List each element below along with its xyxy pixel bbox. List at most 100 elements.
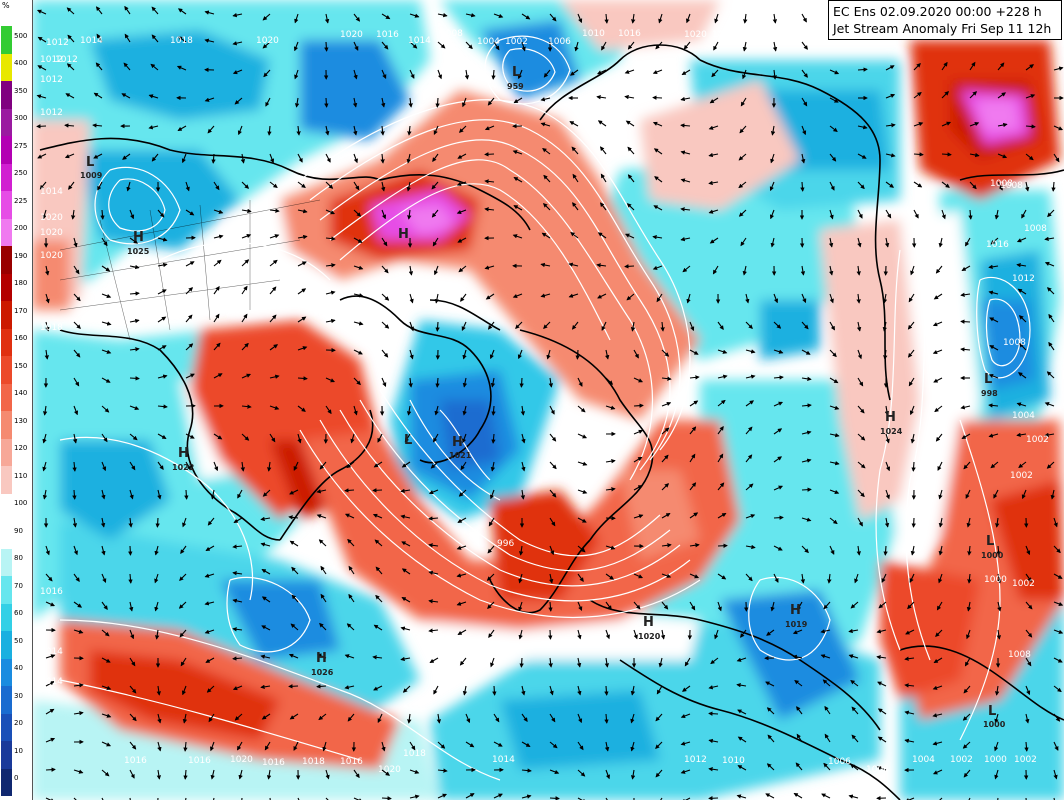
wind-arrow — [714, 13, 719, 24]
wind-arrow — [297, 261, 307, 267]
wind-arrow — [969, 91, 978, 99]
wind-arrow — [320, 593, 327, 603]
wind-arrow — [713, 41, 719, 51]
wind-arrow — [233, 517, 243, 523]
wind-arrow — [857, 405, 865, 414]
wind-arrow — [209, 741, 215, 752]
wind-arrow — [232, 685, 243, 691]
wind-arrow — [325, 290, 336, 295]
wind-arrow — [570, 231, 579, 239]
wind-arrow — [824, 705, 831, 715]
wind-arrow — [374, 539, 383, 547]
wind-arrow — [909, 405, 915, 416]
wind-arrow — [232, 41, 243, 46]
wind-arrow — [375, 566, 383, 575]
wind-arrow — [885, 181, 895, 188]
wind-arrow — [745, 374, 756, 379]
wind-arrow — [521, 794, 532, 799]
pressure-centers: L 959 L 1009 H 1025 H H 1021 H 1022 H 10… — [80, 65, 1006, 729]
wind-arrow — [297, 234, 308, 240]
wind-arrow — [428, 628, 439, 633]
colorbar-unit: % — [2, 1, 10, 10]
wind-arrow — [37, 65, 47, 71]
wind-arrow — [353, 349, 363, 355]
wind-arrow — [232, 571, 243, 576]
isobar-label: 1002 — [1026, 435, 1049, 445]
wind-arrow — [435, 97, 440, 108]
wind-arrow — [965, 237, 971, 247]
wind-arrow — [801, 125, 807, 136]
colorbar-swatch — [1, 658, 12, 686]
wind-arrow — [129, 797, 131, 800]
wind-arrow — [101, 797, 104, 800]
colorbar-swatch — [1, 328, 12, 356]
wind-arrow — [177, 36, 187, 43]
wind-arrow — [549, 489, 557, 498]
wind-arrow — [493, 713, 500, 723]
wind-arrow — [801, 153, 806, 164]
wind-arrow — [740, 237, 747, 247]
wind-arrow — [823, 762, 831, 771]
wind-arrow — [269, 234, 280, 239]
wind-arrow — [129, 291, 140, 296]
wind-arrow — [597, 69, 607, 75]
wind-arrow — [660, 797, 663, 800]
wind-arrow — [993, 489, 999, 499]
wind-arrow — [347, 538, 355, 547]
wind-arrow — [772, 41, 778, 52]
wind-arrow — [932, 713, 943, 718]
wind-arrow — [291, 566, 299, 575]
wind-arrow — [97, 181, 103, 191]
wind-arrow — [519, 377, 524, 388]
wind-arrow — [773, 349, 784, 354]
colorbar-label: 400 — [14, 59, 28, 68]
colorbar-swatch — [1, 741, 12, 769]
wind-arrow — [708, 152, 719, 158]
wind-arrow — [409, 741, 416, 751]
wind-arrow — [1053, 573, 1063, 579]
wind-arrow — [373, 461, 383, 468]
wind-arrow — [1025, 629, 1033, 638]
wind-arrow — [404, 433, 411, 443]
wind-arrow — [997, 62, 1005, 71]
wind-arrow — [185, 209, 195, 216]
wind-arrow — [462, 349, 467, 360]
colorbar-swatch — [1, 411, 12, 439]
wind-arrow — [1046, 461, 1055, 469]
pressure-center-value: 1000 — [983, 720, 1006, 729]
pressure-center-value: 1022 — [172, 463, 194, 472]
anomaly-colorbar: % 500 400 350 300 275 250 225 200 190 180 170 160 15… — [0, 0, 33, 800]
colorbar-swatch — [1, 631, 12, 659]
wind-arrow — [736, 682, 747, 688]
wind-arrow — [73, 629, 84, 634]
wind-arrow — [1053, 657, 1063, 663]
colorbar-label: 0 — [14, 774, 19, 783]
wind-arrow — [1051, 181, 1056, 192]
wind-arrow — [801, 97, 808, 107]
wind-arrow — [262, 13, 271, 21]
wind-arrow — [630, 741, 635, 752]
wind-arrow — [101, 433, 108, 443]
wind-arrow — [827, 573, 832, 584]
wind-arrow — [73, 405, 79, 416]
colorbar-swatch — [1, 246, 12, 274]
wind-arrow — [829, 153, 837, 162]
wind-arrow — [241, 285, 248, 295]
colorbar-swatch — [1, 603, 12, 631]
wind-arrow — [432, 237, 439, 247]
wind-arrow — [484, 207, 495, 212]
colorbar-level: 30 — [0, 686, 32, 714]
wind-arrow — [966, 517, 971, 528]
wind-arrow — [605, 769, 611, 780]
wind-arrow — [795, 762, 803, 771]
wind-arrow — [737, 709, 747, 715]
wind-arrow — [738, 181, 747, 189]
wind-arrow — [488, 517, 495, 527]
wind-arrow — [1046, 287, 1055, 295]
wind-arrow — [128, 573, 133, 584]
pressure-center-value: 1019 — [785, 620, 808, 629]
wind-arrow — [680, 96, 691, 102]
colorbar-label: 60 — [14, 609, 23, 618]
wind-arrow — [549, 769, 560, 775]
wind-arrow — [293, 461, 299, 471]
